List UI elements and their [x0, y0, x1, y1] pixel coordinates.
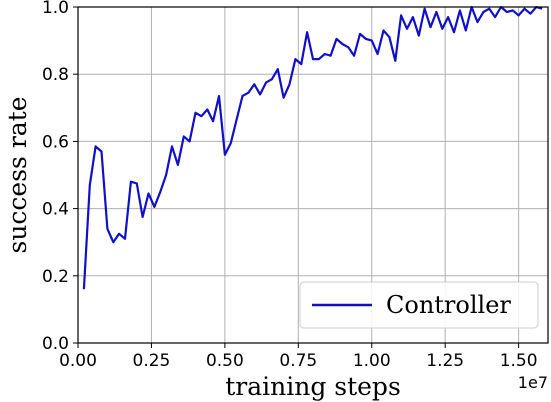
legend-box: [299, 281, 539, 329]
x-tick-label: 0.00: [59, 351, 97, 371]
x-tick-label: 0.25: [133, 351, 171, 371]
legend-label-controller: Controller: [386, 291, 511, 319]
y-tick-label: 0.0: [42, 334, 69, 354]
y-tick-label: 1.0: [42, 0, 69, 18]
x-ticks: 0.00 0.25 0.50 0.75 1.00 1.25 1.50: [59, 343, 538, 371]
x-tick-label: 0.75: [279, 351, 317, 371]
series-line-controller: [82, 5, 543, 290]
x-offset-label: 1e7: [518, 373, 548, 392]
y-axis-label: success rate: [3, 96, 32, 253]
y-tick-label: 0.8: [42, 65, 69, 85]
x-axis-label: training steps: [225, 372, 401, 401]
y-tick-label: 0.2: [42, 267, 69, 287]
series-group: [82, 5, 543, 290]
legend: Controller: [299, 281, 539, 329]
y-tick-label: 0.4: [42, 200, 69, 220]
y-ticks: 0.0 0.2 0.4 0.6 0.8 1.0: [42, 0, 78, 354]
x-tick-label: 0.50: [206, 351, 244, 371]
plot-frame: [77, 6, 549, 344]
x-tick-label: 1.00: [353, 351, 391, 371]
x-tick-label: 1.50: [500, 351, 538, 371]
x-tick-label: 1.25: [426, 351, 464, 371]
y-tick-label: 0.6: [42, 132, 69, 152]
